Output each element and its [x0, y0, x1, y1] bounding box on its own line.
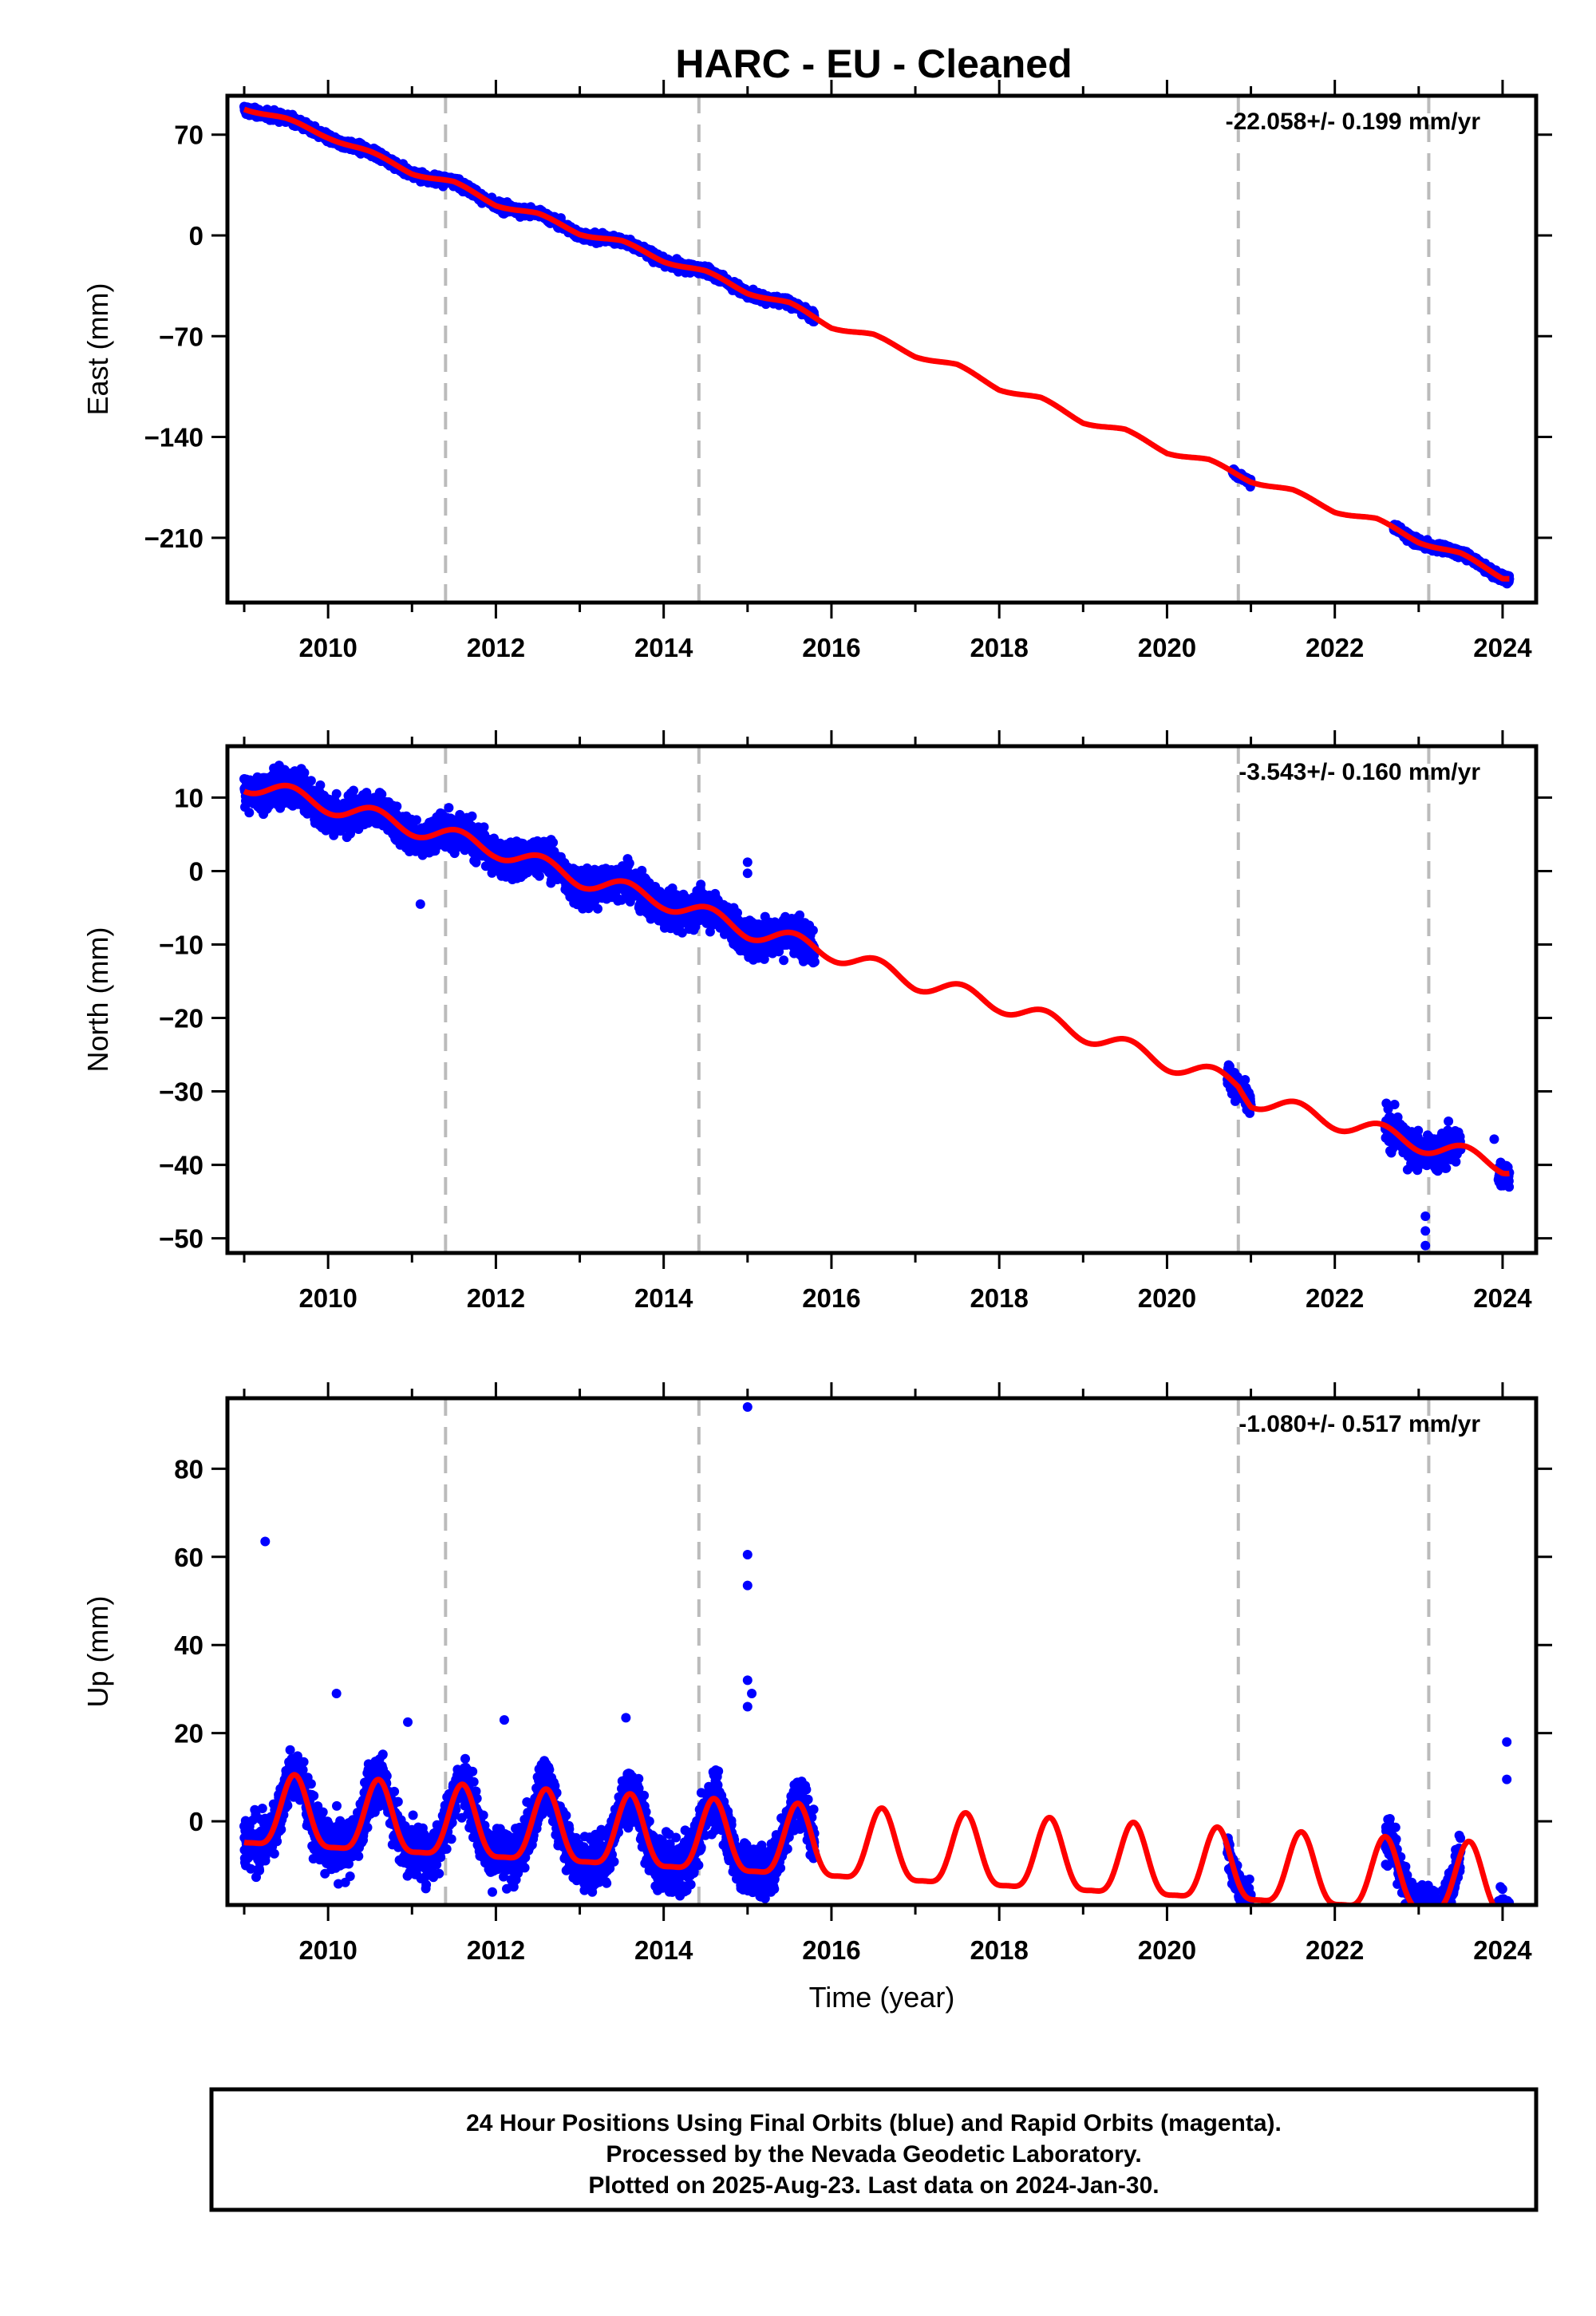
- data-point: [392, 801, 402, 812]
- y-tick-label: −70: [159, 322, 203, 351]
- x-tick-label: 2018: [970, 633, 1028, 662]
- data-points: [239, 101, 1515, 589]
- data-point: [444, 803, 454, 813]
- panels: 70 0 −70 −140 −210 2010 2012 2014 2016 2018 2020 20…: [81, 80, 1552, 2014]
- rate-annotation: -22.058+/- 0.199 mm/yr: [1226, 109, 1481, 135]
- x-tick-label: 2010: [298, 633, 357, 662]
- x-tick-label: 2024: [1473, 633, 1532, 662]
- data-point: [331, 788, 342, 799]
- figure-title: HARC - EU - Cleaned: [675, 41, 1072, 86]
- x-tick-label: 2012: [467, 633, 525, 662]
- data-point: [467, 811, 477, 821]
- data-point: [244, 808, 255, 818]
- x-tick-label: 2016: [802, 633, 860, 662]
- data-point: [411, 815, 421, 825]
- y-axis-label: East (mm): [81, 283, 114, 416]
- x-tick-label: 2014: [634, 633, 693, 662]
- panel-east: 70 0 −70 −140 −210 2010 2012 2014 2016 2018 2020 20…: [81, 80, 1552, 662]
- data-point: [306, 776, 316, 786]
- x-tick-label: 2020: [1138, 633, 1196, 662]
- model-curve: [242, 106, 1511, 582]
- y-tick-label: 0: [189, 221, 203, 251]
- y-tick-label: −140: [144, 423, 203, 453]
- data-point: [315, 780, 326, 790]
- x-tick-label: 2022: [1306, 633, 1364, 662]
- y-tick-label: 70: [174, 121, 203, 150]
- data-point: [349, 785, 358, 796]
- y-tick-label: −210: [144, 524, 203, 553]
